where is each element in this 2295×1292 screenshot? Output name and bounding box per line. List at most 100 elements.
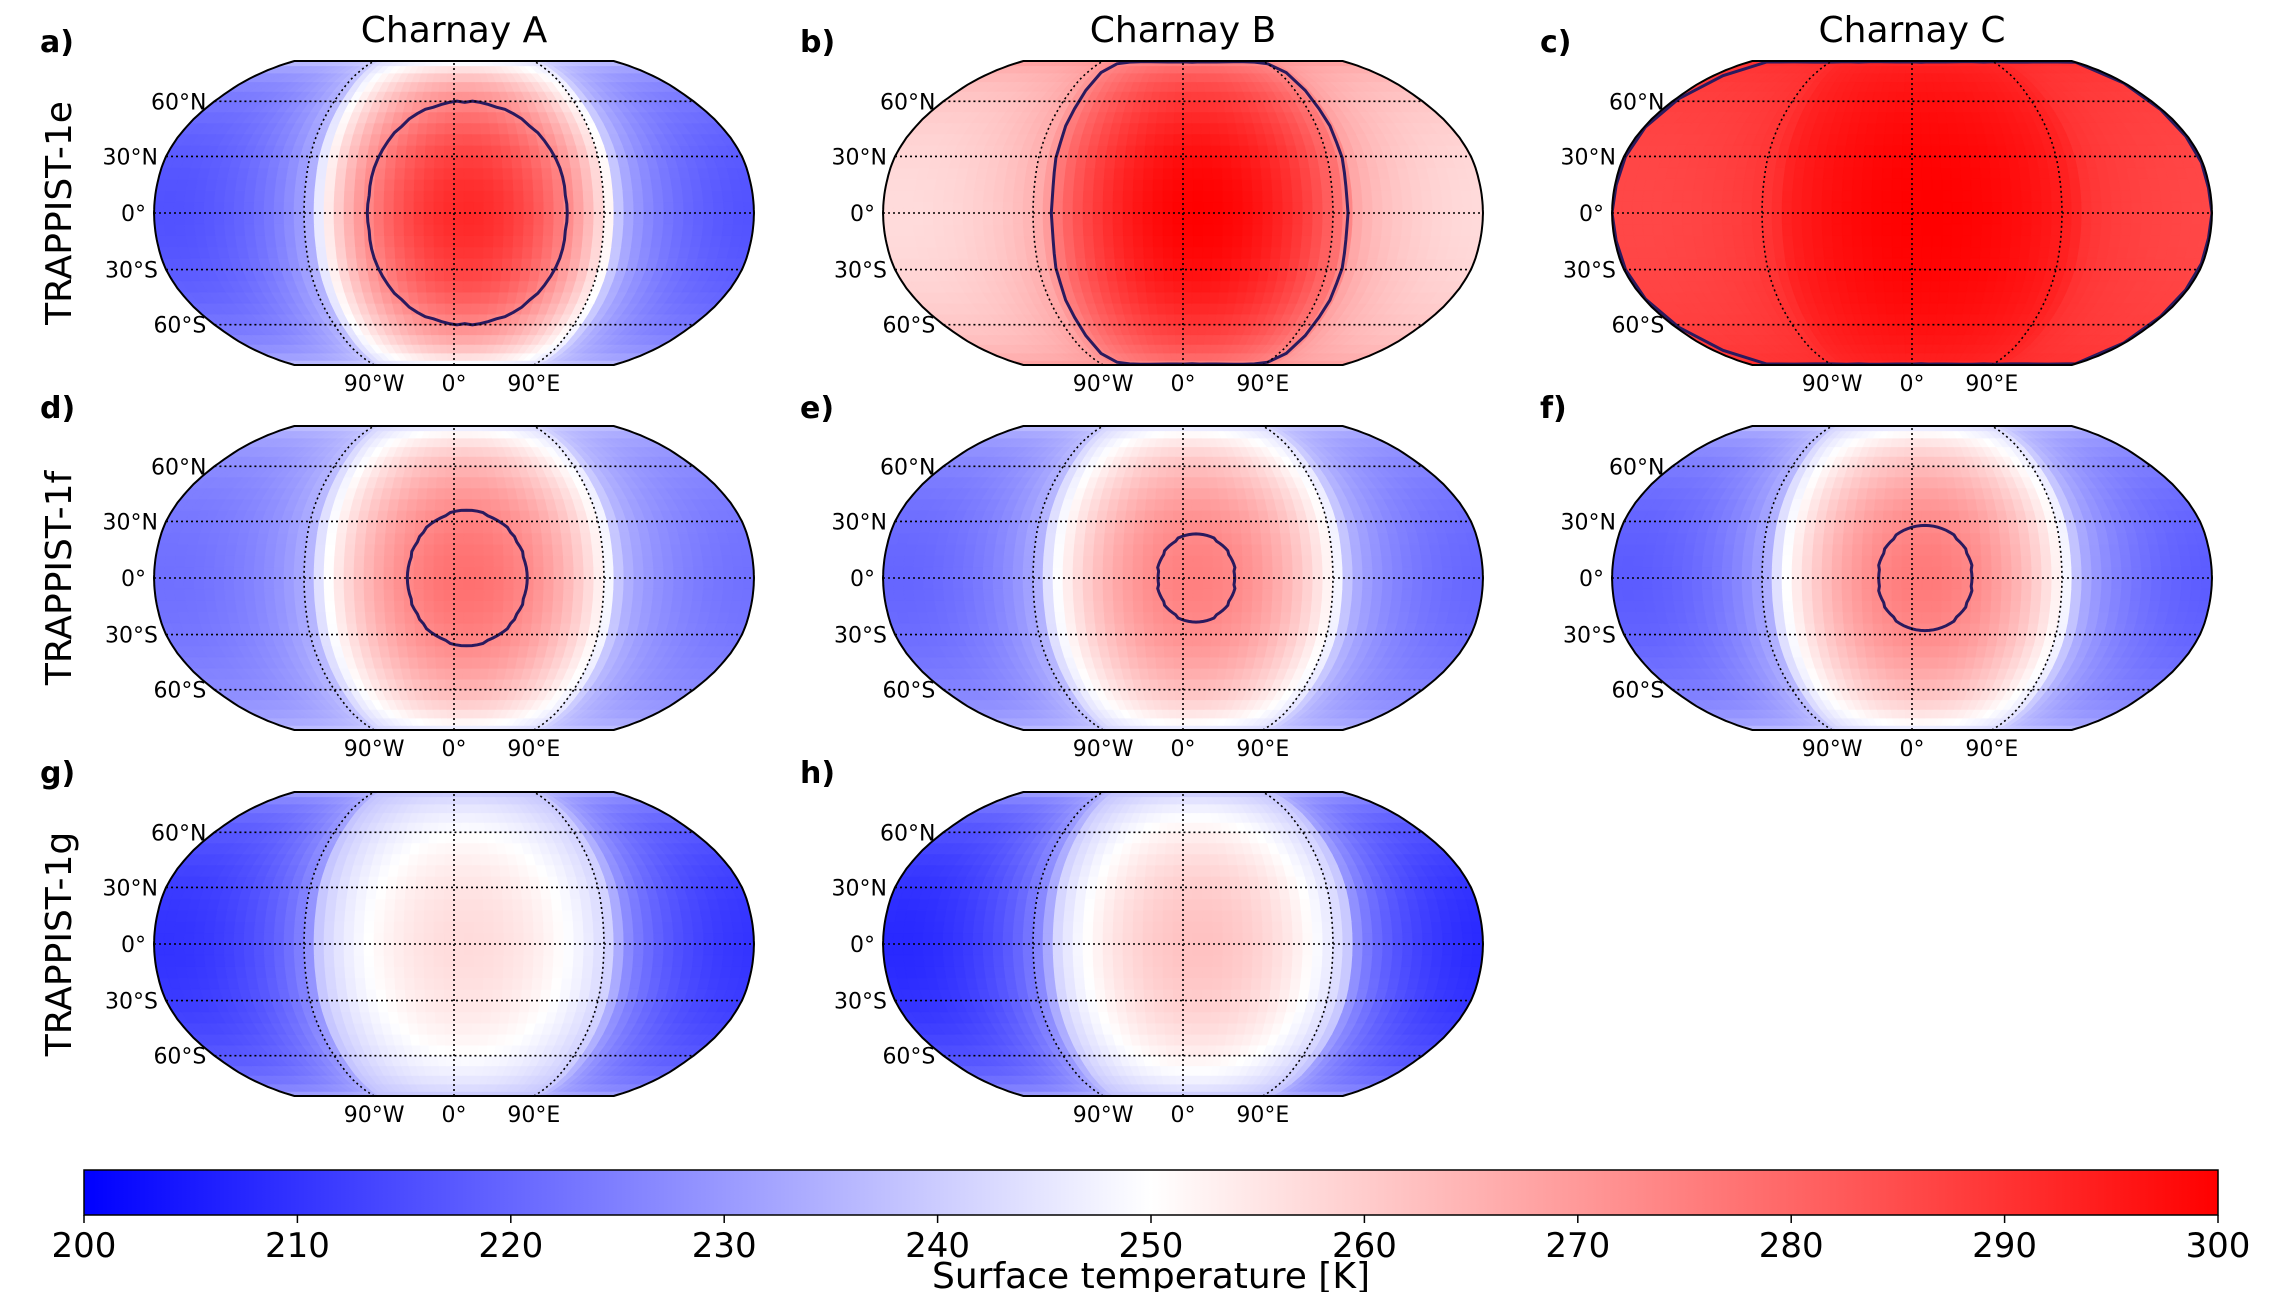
lat-tick-label: 60°N [880,821,935,846]
lon-tick-label: 0° [1900,737,1925,762]
heatmap-b [883,61,1483,365]
panel-letter-f: f) [1540,391,1567,426]
colorbar-tick-label: 210 [265,1226,330,1266]
lon-tick-label: 0° [1171,1103,1196,1128]
colorbar-tick-label: 300 [2186,1226,2251,1266]
map-panel-e: 60°N 30°N 0° 30°S 60°S 90°W 0° 90°E [832,425,1485,762]
row-label-trappist-1g: TRAPPIST-1g [39,832,80,1058]
heatmap-h [883,792,1483,1096]
map-outline [881,425,1485,731]
map-outline [152,60,756,366]
row-label-trappist-1f: TRAPPIST-1f [39,470,80,687]
lat-tick-label: 30°N [832,876,887,901]
lat-tick-label: 0° [1579,567,1604,592]
colorbar-tick-label: 250 [1119,1226,1184,1266]
heatmap-f [1612,426,2212,730]
lon-tick-label: 90°E [1236,1103,1289,1128]
lat-tick-label: 60°S [153,679,206,704]
lat-tick-label: 30°S [1563,624,1616,649]
row-label-trappist-1e: TRAPPIST-1e [39,101,80,326]
panel-letter-d: d) [40,391,75,426]
colorbar-tick-label: 220 [478,1226,543,1266]
lat-tick-label: 60°S [1611,314,1664,339]
lon-tick-label: 90°E [507,737,560,762]
lat-tick-label: 30°S [105,990,158,1015]
colorbar-tick-label: 260 [1332,1226,1397,1266]
lat-tick-label: 30°S [834,624,887,649]
colorbar-tick-label: 230 [692,1226,757,1266]
panel-letter-a: a) [40,25,74,60]
lon-tick-label: 90°E [1236,737,1289,762]
lon-tick-label: 90°E [507,372,560,397]
column-title-charnay-a: Charnay A [361,10,548,51]
lon-tick-label: 90°W [1073,737,1134,762]
panel-letter-b: b) [800,25,835,60]
map-outline [152,791,756,1097]
lat-tick-label: 30°N [1561,510,1616,535]
map-outline [881,791,1485,1097]
lon-tick-label: 0° [442,1103,467,1128]
colorbar-ticks: 200 210 220 230 240 250 260 270 280 290 300 [52,1215,2251,1266]
lat-tick-label: 60°S [1611,679,1664,704]
panel-letter-h: h) [800,756,835,791]
lat-tick-label: 30°S [834,259,887,284]
map-panel-f: 60°N 30°N 0° 30°S 60°S 90°W 0° 90°E [1561,425,2214,762]
panel-letter-e: e) [800,391,834,426]
lon-tick-label: 0° [442,372,467,397]
lon-tick-label: 90°E [1236,372,1289,397]
lon-tick-label: 0° [1900,372,1925,397]
colorbar-label: Surface temperature [K] [932,1256,1370,1292]
lat-tick-label: 0° [850,202,875,227]
lon-tick-label: 0° [442,737,467,762]
lon-tick-label: 0° [1171,737,1196,762]
lat-tick-label: 30°S [1563,259,1616,284]
map-panel-c: 60°N 30°N 0° 30°S 60°S 90°W 0° 90°E [1561,60,2214,397]
lat-tick-label: 30°N [103,145,158,170]
map-outline [1610,425,2214,731]
lat-tick-label: 60°S [882,679,935,704]
colorbar-tick-label: 280 [1759,1226,1824,1266]
lon-tick-label: 90°W [344,737,405,762]
map-panel-h: 60°N 30°N 0° 30°S 60°S 90°W 0° 90°E [832,791,1485,1128]
lat-tick-label: 0° [121,202,146,227]
lon-tick-label: 90°W [1073,372,1134,397]
column-title-charnay-c: Charnay C [1819,10,2006,51]
lon-tick-label: 0° [1171,372,1196,397]
lat-tick-label: 60°N [1609,455,1664,480]
map-panel-a: 60°N 30°N 0° 30°S 60°S 90°W 0° 90°E [103,60,756,397]
lon-tick-label: 90°W [1802,737,1863,762]
lat-tick-label: 60°N [880,90,935,115]
lon-tick-label: 90°W [1073,1103,1134,1128]
lat-tick-label: 60°N [880,455,935,480]
map-panel-d: 60°N 30°N 0° 30°S 60°S 90°W 0° 90°E [103,425,756,762]
colorbar-tick-label: 200 [52,1226,117,1266]
lat-tick-label: 60°S [153,314,206,339]
lat-tick-label: 60°S [153,1045,206,1070]
colorbar [83,1169,2219,1216]
map-panel-b: 60°N 30°N 0° 30°S 60°S 90°W 0° 90°E [832,60,1485,397]
lat-tick-label: 30°S [105,624,158,649]
lat-tick-label: 30°S [105,259,158,284]
lon-tick-label: 90°E [1965,372,2018,397]
lon-tick-label: 90°W [344,1103,405,1128]
lat-tick-label: 60°S [882,1045,935,1070]
lat-tick-label: 0° [850,567,875,592]
lat-tick-label: 30°N [832,145,887,170]
lon-tick-label: 90°E [1965,737,2018,762]
lat-tick-label: 0° [121,567,146,592]
lat-tick-label: 60°N [1609,90,1664,115]
map-outline [152,425,756,731]
lat-tick-label: 60°N [151,455,206,480]
lat-tick-label: 30°N [1561,145,1616,170]
heatmap-a [154,61,754,365]
lon-tick-label: 90°E [507,1103,560,1128]
colorbar-tick-label: 240 [905,1226,970,1266]
panel-letter-g: g) [40,756,75,791]
heatmap-d [154,426,754,730]
lat-tick-label: 60°S [882,314,935,339]
lon-tick-label: 90°W [1802,372,1863,397]
colorbar-tick-label: 290 [1972,1226,2037,1266]
map-outline [1610,60,2214,366]
lon-tick-label: 90°W [344,372,405,397]
